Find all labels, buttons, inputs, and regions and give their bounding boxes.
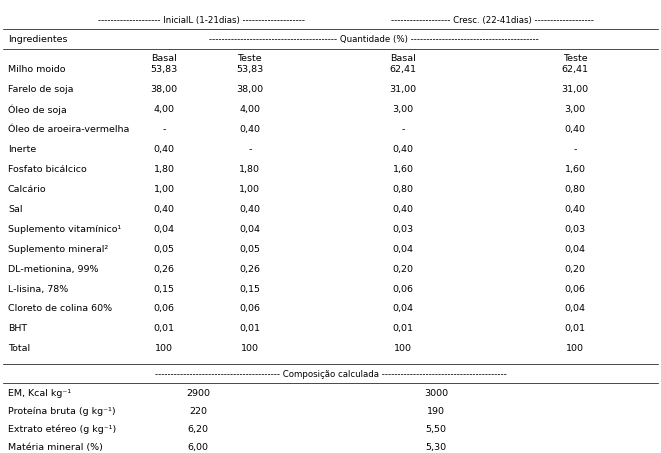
Text: Óleo de aroeira-vermelha: Óleo de aroeira-vermelha	[8, 125, 130, 134]
Text: 6,00: 6,00	[188, 443, 209, 452]
Text: 100: 100	[394, 344, 412, 353]
Text: 3,00: 3,00	[564, 105, 586, 114]
Text: Ingredientes: Ingredientes	[8, 35, 67, 44]
Text: Farelo de soja: Farelo de soja	[8, 85, 73, 94]
Text: ---------------------------------------- Composição calculada ------------------: ----------------------------------------…	[155, 370, 506, 379]
Text: 0,04: 0,04	[153, 225, 175, 234]
Text: Fosfato bicálcico: Fosfato bicálcico	[8, 165, 87, 174]
Text: 0,01: 0,01	[153, 324, 175, 333]
Text: 0,06: 0,06	[239, 304, 260, 313]
Text: 0,06: 0,06	[153, 304, 175, 313]
Text: EM, Kcal kg⁻¹: EM, Kcal kg⁻¹	[8, 389, 71, 398]
Text: 0,03: 0,03	[393, 225, 414, 234]
Text: 100: 100	[155, 344, 173, 353]
Text: Basal: Basal	[391, 54, 416, 63]
Text: 0,40: 0,40	[153, 205, 175, 214]
Text: 0,04: 0,04	[393, 245, 414, 254]
Text: 0,15: 0,15	[239, 284, 260, 294]
Text: 0,04: 0,04	[239, 225, 260, 234]
Text: Calcário: Calcário	[8, 185, 46, 194]
Text: 62,41: 62,41	[390, 65, 416, 74]
Text: 0,05: 0,05	[239, 245, 260, 254]
Text: -: -	[573, 145, 577, 154]
Text: 0,04: 0,04	[564, 304, 586, 313]
Text: Teste: Teste	[237, 54, 262, 63]
Text: 0,40: 0,40	[564, 125, 586, 134]
Text: Proteína bruta (g kg⁻¹): Proteína bruta (g kg⁻¹)	[8, 407, 116, 416]
Text: 0,40: 0,40	[393, 145, 414, 154]
Text: Suplemento mineral²: Suplemento mineral²	[8, 245, 108, 254]
Text: 1,60: 1,60	[564, 165, 586, 174]
Text: Basal: Basal	[151, 54, 176, 63]
Text: ----------------------------------------- Quantidade (%) -----------------------: ----------------------------------------…	[209, 35, 538, 44]
Text: 0,80: 0,80	[393, 185, 414, 194]
Text: 1,00: 1,00	[239, 185, 260, 194]
Text: 0,01: 0,01	[239, 324, 260, 333]
Text: Cloreto de colina 60%: Cloreto de colina 60%	[8, 304, 112, 313]
Text: 4,00: 4,00	[239, 105, 260, 114]
Text: 0,06: 0,06	[393, 284, 414, 294]
Text: 6,20: 6,20	[188, 425, 209, 434]
Text: 31,00: 31,00	[561, 85, 589, 94]
Text: 190: 190	[427, 407, 446, 416]
Text: 0,20: 0,20	[564, 265, 586, 274]
Text: 53,83: 53,83	[150, 65, 178, 74]
Text: 53,83: 53,83	[236, 65, 264, 74]
Text: Teste: Teste	[563, 54, 588, 63]
Text: 0,04: 0,04	[393, 304, 414, 313]
Text: 5,30: 5,30	[426, 443, 447, 452]
Text: Óleo de soja: Óleo de soja	[8, 104, 67, 115]
Text: 0,15: 0,15	[153, 284, 175, 294]
Text: 0,40: 0,40	[239, 205, 260, 214]
Text: -: -	[162, 125, 166, 134]
Text: 0,40: 0,40	[564, 205, 586, 214]
Text: 4,00: 4,00	[153, 105, 175, 114]
Text: Inerte: Inerte	[8, 145, 36, 154]
Text: -: -	[401, 125, 405, 134]
Text: ------------------- Cresc. (22-41dias) -------------------: ------------------- Cresc. (22-41dias) -…	[391, 16, 594, 25]
Text: DL-metionina, 99%: DL-metionina, 99%	[8, 265, 98, 274]
Text: BHT: BHT	[8, 324, 27, 333]
Text: L-lisina, 78%: L-lisina, 78%	[8, 284, 68, 294]
Text: 3,00: 3,00	[393, 105, 414, 114]
Text: 220: 220	[189, 407, 208, 416]
Text: 31,00: 31,00	[389, 85, 417, 94]
Text: 0,26: 0,26	[153, 265, 175, 274]
Text: 0,26: 0,26	[239, 265, 260, 274]
Text: 1,80: 1,80	[239, 165, 260, 174]
Text: Suplemento vitamínico¹: Suplemento vitamínico¹	[8, 225, 121, 234]
Text: Matéria mineral (%): Matéria mineral (%)	[8, 443, 103, 452]
Text: 0,01: 0,01	[564, 324, 586, 333]
Text: 1,60: 1,60	[393, 165, 414, 174]
Text: 0,01: 0,01	[393, 324, 414, 333]
Text: Total: Total	[8, 344, 30, 353]
Text: Milho moido: Milho moido	[8, 65, 65, 74]
Text: 0,04: 0,04	[564, 245, 586, 254]
Text: 0,05: 0,05	[153, 245, 175, 254]
Text: 38,00: 38,00	[150, 85, 178, 94]
Text: 2900: 2900	[186, 389, 210, 398]
Text: 3000: 3000	[424, 389, 448, 398]
Text: 38,00: 38,00	[236, 85, 264, 94]
Text: -------------------- InicialL (1-21dias) --------------------: -------------------- InicialL (1-21dias)…	[98, 16, 305, 25]
Text: 0,40: 0,40	[239, 125, 260, 134]
Text: 62,41: 62,41	[562, 65, 588, 74]
Text: 100: 100	[566, 344, 584, 353]
Text: 5,50: 5,50	[426, 425, 447, 434]
Text: Extrato etéreo (g kg⁻¹): Extrato etéreo (g kg⁻¹)	[8, 425, 116, 434]
Text: -: -	[248, 145, 252, 154]
Text: 0,06: 0,06	[564, 284, 586, 294]
Text: 1,80: 1,80	[153, 165, 175, 174]
Text: 0,20: 0,20	[393, 265, 414, 274]
Text: 100: 100	[241, 344, 259, 353]
Text: 0,80: 0,80	[564, 185, 586, 194]
Text: 1,00: 1,00	[153, 185, 175, 194]
Text: 0,03: 0,03	[564, 225, 586, 234]
Text: 0,40: 0,40	[393, 205, 414, 214]
Text: Sal: Sal	[8, 205, 22, 214]
Text: 0,40: 0,40	[153, 145, 175, 154]
